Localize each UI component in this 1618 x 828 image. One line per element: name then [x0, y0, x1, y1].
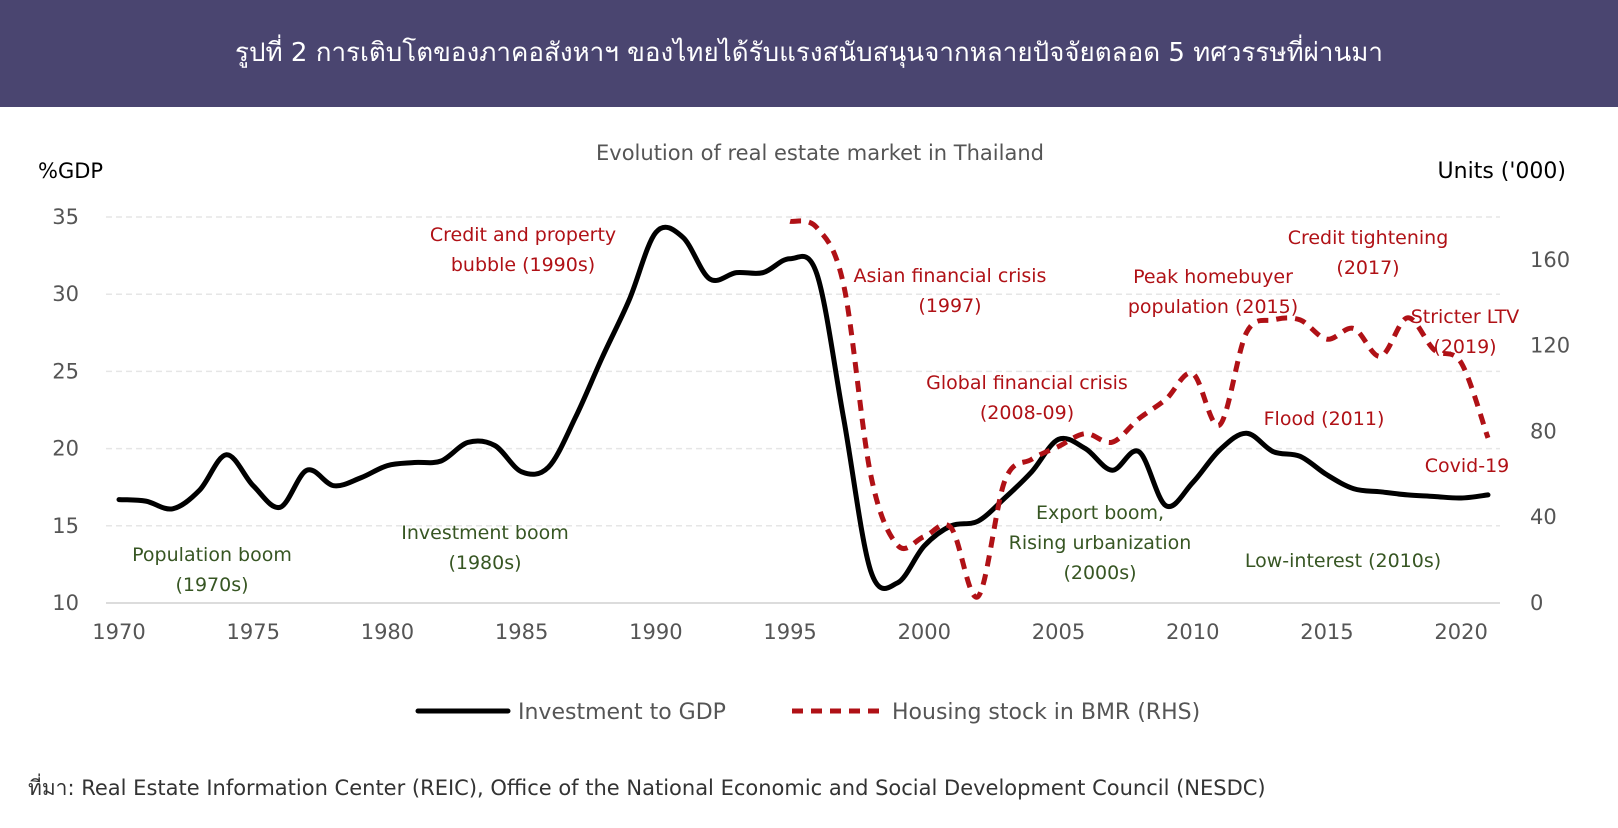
x-tick-label: 2020 [1434, 620, 1487, 644]
x-tick-label: 2010 [1166, 620, 1219, 644]
source-note: ที่มา: Real Estate Information Center (R… [28, 776, 1266, 800]
annotation-label: bubble (1990s) [451, 254, 595, 276]
y-left-tick-label: 25 [52, 359, 79, 383]
y-right-tick-label: 80 [1530, 419, 1557, 443]
x-tick-label: 2015 [1300, 620, 1353, 644]
annotation-label: Flood (2011) [1264, 408, 1385, 430]
x-tick-label: 1985 [495, 620, 548, 644]
annotation-label: (1980s) [448, 552, 521, 574]
legend-label-investment: Investment to GDP [518, 700, 726, 725]
y-right-tick-label: 0 [1530, 591, 1543, 615]
page-title: รูปที่ 2 การเติบโตของภาคอสังหาฯ ของไทยได… [235, 38, 1383, 68]
x-tick-label: 1980 [361, 620, 414, 644]
x-tick-label: 1970 [92, 620, 145, 644]
annotation-label: Stricter LTV [1411, 306, 1520, 328]
annotation-label: Export boom, [1036, 502, 1164, 524]
y-axis-left-title: %GDP [38, 159, 103, 183]
annotation-label: (2008-09) [980, 402, 1074, 424]
series-line-investment [116, 224, 1491, 591]
y-left-tick-label: 10 [52, 591, 79, 615]
annotation-label: Peak homebuyer [1133, 266, 1293, 288]
legend-label-housing: Housing stock in BMR (RHS) [892, 700, 1200, 725]
chart-title: Evolution of real estate market in Thail… [596, 141, 1044, 165]
annotation-label: Credit and property [430, 224, 616, 246]
annotation-label: (2019) [1433, 336, 1496, 358]
annotation-label: population (2015) [1128, 296, 1298, 318]
annotation-label: Global financial crisis [926, 372, 1128, 394]
x-tick-label: 1975 [226, 620, 279, 644]
annotation-label: Covid-19 [1425, 455, 1510, 477]
annotation-label: Asian financial crisis [854, 265, 1047, 287]
x-tick-label: 1990 [629, 620, 682, 644]
annotation-label: (2017) [1336, 257, 1399, 279]
y-left-tick-label: 35 [52, 205, 79, 229]
y-left-tick-label: 20 [52, 437, 79, 461]
header-banner [0, 0, 1618, 107]
y-left-tick-label: 15 [52, 514, 79, 538]
y-right-tick-label: 120 [1530, 334, 1570, 358]
annotation-label: (1970s) [175, 574, 248, 596]
annotation-label: Investment boom [401, 522, 568, 544]
annotation-label: Rising urbanization [1009, 532, 1192, 554]
annotation-label: Population boom [132, 544, 292, 566]
annotation-label: (2000s) [1063, 562, 1136, 584]
chart: Evolution of real estate market in Thail… [38, 141, 1570, 725]
x-tick-label: 2000 [898, 620, 951, 644]
annotation-label: (1997) [918, 295, 981, 317]
y-axis-right-title: Units ('000) [1438, 159, 1566, 184]
annotation-label: Credit tightening [1288, 227, 1449, 249]
y-right-tick-label: 160 [1530, 248, 1570, 272]
y-right-tick-label: 40 [1530, 505, 1557, 529]
annotation-label: Low-interest (2010s) [1245, 550, 1441, 572]
x-tick-label: 2005 [1032, 620, 1085, 644]
x-tick-label: 1995 [763, 620, 816, 644]
y-left-tick-label: 30 [52, 282, 79, 306]
series-line-housing-stock [789, 218, 1491, 600]
